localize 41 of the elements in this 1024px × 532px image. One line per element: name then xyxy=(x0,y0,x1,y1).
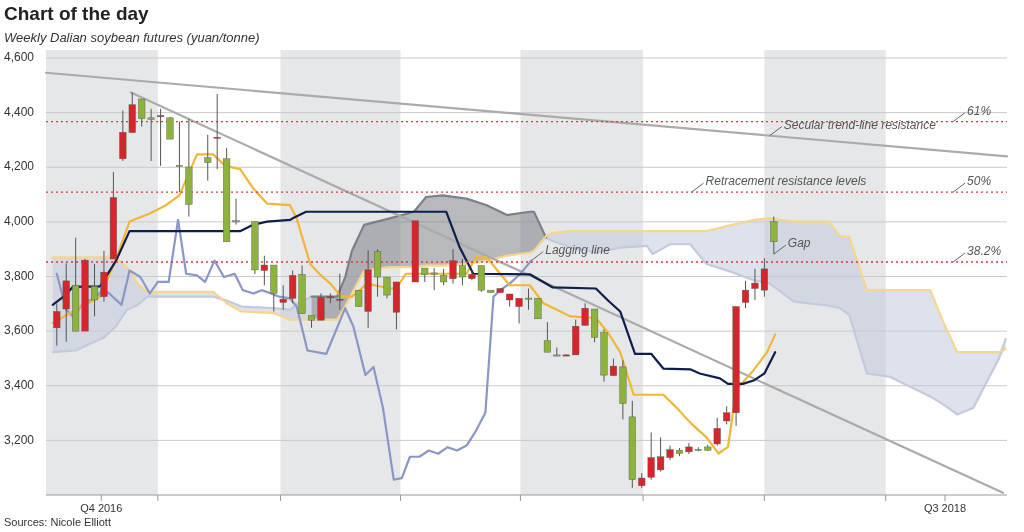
candlestick xyxy=(175,121,183,193)
chart-title: Chart of the day xyxy=(4,3,150,24)
candlestick xyxy=(713,417,721,447)
source-note: Sources: Nicole Elliott xyxy=(4,516,111,528)
annotation: Lagging line xyxy=(545,242,611,257)
candlestick xyxy=(770,216,778,255)
candlestick xyxy=(157,108,165,167)
candlestick xyxy=(336,273,344,311)
line-series xyxy=(51,217,1007,354)
annotation: Retracement resistance levels xyxy=(705,174,867,189)
line-series xyxy=(51,210,777,385)
candlestick xyxy=(213,93,221,170)
line-series xyxy=(51,153,777,455)
candlestick xyxy=(166,116,174,140)
y-tick-label: 4,600 xyxy=(4,50,35,65)
annotation: Secular trend-line resistance xyxy=(783,117,937,132)
candlestick xyxy=(581,302,589,326)
annotation: Gap xyxy=(787,236,811,251)
y-tick-label: 4,400 xyxy=(4,104,35,119)
annotation: 38.2% xyxy=(967,244,1002,259)
candlestick xyxy=(742,280,750,309)
y-tick-label: 4,200 xyxy=(4,159,35,174)
x-tick-label: Q3 2018 xyxy=(923,502,967,514)
candlestick xyxy=(91,263,99,317)
y-tick-label: 3,800 xyxy=(4,268,35,283)
candlestick xyxy=(525,288,533,311)
chart-subtitle: Weekly Dalian soybean futures (yuan/tonne) xyxy=(4,30,260,45)
candlestick xyxy=(279,284,287,311)
candlestick xyxy=(53,302,61,347)
x-tick-label: Q4 2016 xyxy=(80,502,123,514)
candlestick xyxy=(543,321,551,353)
annotation: 50% xyxy=(967,174,992,189)
y-tick-label: 3,400 xyxy=(4,377,35,392)
line-series xyxy=(55,218,533,481)
candlestick xyxy=(534,297,542,320)
candlestick xyxy=(458,258,466,286)
annotation: 61% xyxy=(967,103,992,118)
y-tick-label: 4,000 xyxy=(4,214,35,229)
y-tick-label: 3,600 xyxy=(4,323,35,338)
y-tick-label: 3,200 xyxy=(4,432,35,447)
candlestick xyxy=(204,134,212,182)
